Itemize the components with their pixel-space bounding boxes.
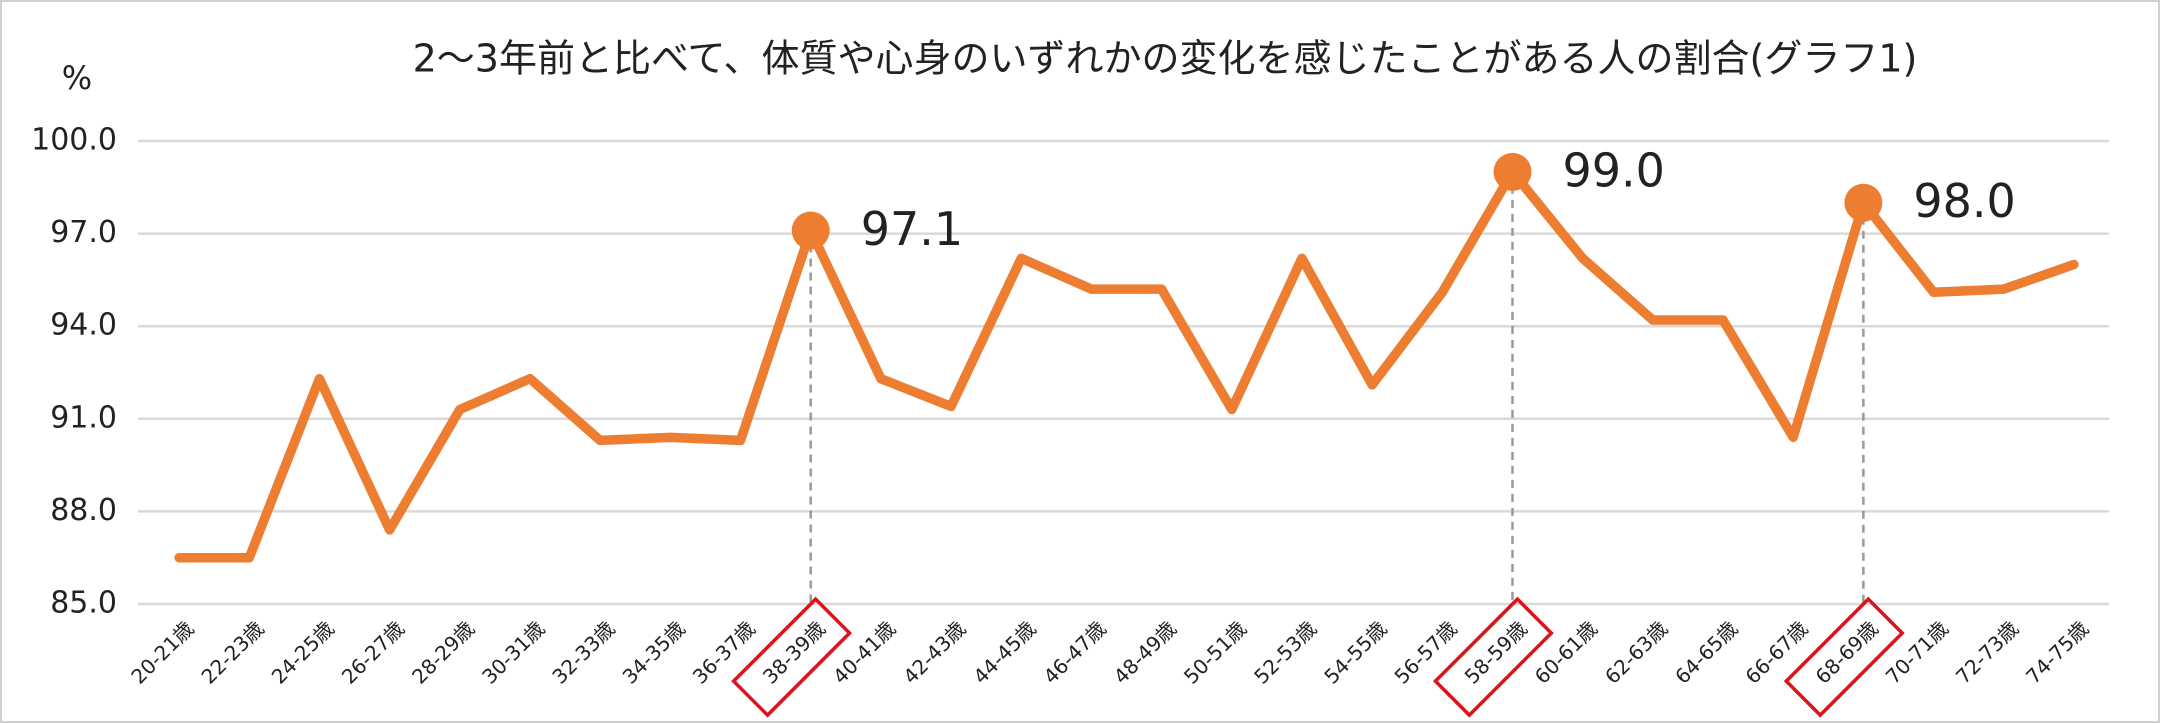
y-tick-label: 97.0 [50, 215, 117, 250]
highlight-marker [1844, 183, 1883, 222]
y-axis-label: % [62, 59, 92, 97]
data-label: 98.0 [1913, 174, 2015, 228]
data-label: 99.0 [1562, 143, 1664, 197]
y-tick-label: 91.0 [50, 400, 117, 435]
data-line [174, 167, 2079, 563]
data-label: 97.1 [861, 202, 963, 256]
y-tick-label: 85.0 [50, 586, 117, 621]
highlight-box [1432, 596, 1554, 718]
y-tick-label: 100.0 [31, 123, 117, 158]
y-tick-label: 88.0 [50, 493, 117, 528]
highlight-box [731, 596, 853, 718]
y-tick-label: 94.0 [50, 308, 117, 343]
highlight-box [1783, 596, 1905, 718]
highlight-marker [1493, 152, 1532, 191]
chart-title: 2～3年前と比べて、体質や心身のいずれかの変化を感じたことがある人の割合(グラフ… [413, 37, 1918, 81]
highlight-marker [791, 211, 830, 250]
